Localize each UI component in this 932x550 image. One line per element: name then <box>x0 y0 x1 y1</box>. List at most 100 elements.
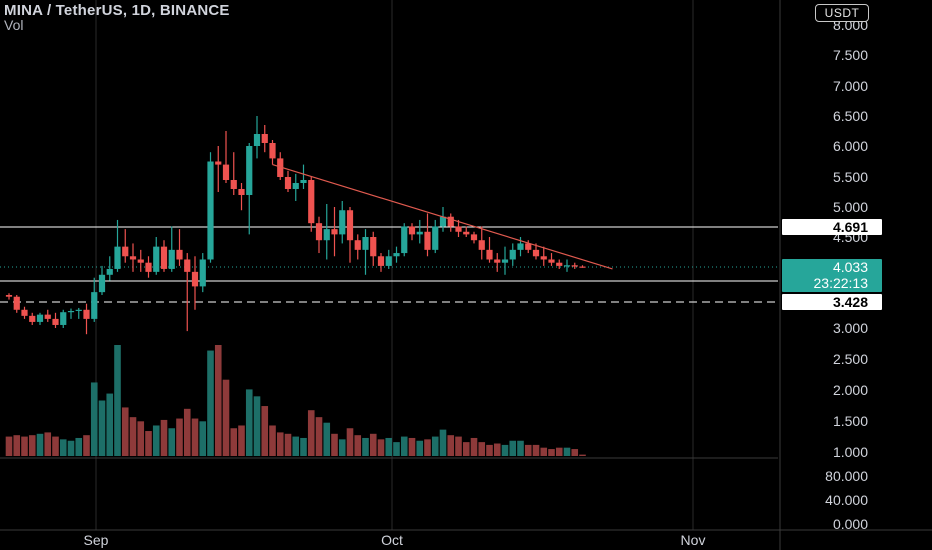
candle-body <box>455 226 462 232</box>
candle-body <box>238 189 245 195</box>
volume-bar <box>5 436 13 456</box>
volume-bar <box>385 437 393 456</box>
candle-body <box>137 259 144 263</box>
candle-body <box>300 180 307 183</box>
candle-body <box>540 256 547 260</box>
candle-body <box>75 309 82 311</box>
candle-countdown: 23:22:13 <box>814 275 869 291</box>
volume-tick-label: 0.000 <box>833 516 868 532</box>
candle-body <box>424 231 431 250</box>
volume-bar <box>462 442 470 456</box>
candle-body <box>44 314 51 319</box>
candle-body <box>29 315 36 322</box>
candle-body <box>160 246 168 269</box>
volume-tick-label: 40.000 <box>825 492 868 508</box>
candle-body <box>354 240 361 250</box>
volume-bar <box>52 436 59 456</box>
time-tick-label: Sep <box>84 532 109 548</box>
symbol-title: MINA / TetherUS, 1D, BINANCE <box>4 2 230 19</box>
candle-body <box>122 246 129 257</box>
volume-bar <box>307 410 315 456</box>
volume-bar <box>369 433 377 456</box>
volume-bar <box>129 417 137 456</box>
volume-indicator-label[interactable]: Vol <box>4 17 24 33</box>
volume-bar <box>245 389 253 456</box>
candle-body <box>114 246 121 269</box>
volume-bar <box>338 439 346 456</box>
volume-bar <box>137 421 145 456</box>
candle-body <box>339 210 346 235</box>
volume-bar <box>207 350 214 456</box>
candle-body <box>215 161 222 165</box>
candle-body <box>230 180 237 189</box>
candle-body <box>277 158 284 177</box>
price-tick-label: 7.000 <box>833 78 868 94</box>
candle-body <box>408 226 416 235</box>
candle-body <box>370 237 377 257</box>
volume-bar <box>145 431 152 456</box>
volume-bar <box>416 440 424 456</box>
volume-bar <box>400 436 408 456</box>
volume-bar <box>75 437 83 456</box>
volume-bar <box>377 439 385 456</box>
price-tick-label: 1.500 <box>833 413 868 429</box>
volume-bar <box>501 444 509 456</box>
time-axis: Sep Oct Nov <box>84 532 706 548</box>
candle-body <box>253 134 261 146</box>
price-tick-label: 6.000 <box>833 138 868 154</box>
price-tick-label: 3.000 <box>833 320 868 336</box>
volume-bar <box>532 444 540 456</box>
candle-body <box>478 240 485 250</box>
candle-body <box>284 177 292 189</box>
volume-bar <box>393 442 400 456</box>
candle-body <box>416 231 423 235</box>
current-price-label: 4.033 <box>833 259 868 275</box>
candle-body <box>13 296 20 310</box>
candle-body <box>362 237 369 250</box>
volume-bar <box>431 436 439 456</box>
volume-bar <box>121 407 129 456</box>
volume-bar <box>183 408 191 456</box>
candle-body <box>67 310 75 313</box>
volume-bar <box>331 433 338 456</box>
volume-bar <box>36 433 44 456</box>
candle-body <box>346 210 354 241</box>
volume-bar <box>354 435 362 456</box>
volume-bar <box>408 437 416 456</box>
volume-bar <box>509 440 517 456</box>
candle-body <box>447 216 454 227</box>
price-tick-label: 6.500 <box>833 108 868 124</box>
volume-bar <box>13 435 21 456</box>
candle-body <box>261 134 268 143</box>
volume-bar <box>59 439 67 456</box>
volume-bar <box>548 449 555 456</box>
volume-bar <box>524 444 532 456</box>
candle-body <box>184 259 191 272</box>
volume-bar <box>517 440 524 456</box>
volume-bars <box>5 345 586 456</box>
volume-bar <box>191 418 199 456</box>
candle-body <box>439 216 447 227</box>
volume-bar <box>222 379 230 456</box>
time-tick-label: Nov <box>681 532 706 548</box>
currency-button[interactable]: USDT <box>815 4 869 22</box>
volume-bar <box>424 439 431 456</box>
candle-body <box>292 183 299 189</box>
price-tick-label: 7.500 <box>833 47 868 63</box>
volume-bar <box>540 447 548 456</box>
volume-bar <box>28 435 36 456</box>
candle-body <box>207 161 214 260</box>
volume-bar <box>571 449 579 456</box>
candle-body <box>501 259 509 263</box>
volume-bar <box>21 436 28 456</box>
volume-bar <box>168 428 176 456</box>
candle-body <box>191 271 199 287</box>
volume-bar <box>238 425 245 456</box>
volume-bar <box>90 382 98 456</box>
volume-bar <box>315 417 323 456</box>
volume-bar <box>346 428 354 456</box>
candle-body <box>222 164 230 180</box>
candle-body <box>98 274 106 293</box>
volume-bar <box>455 436 462 456</box>
